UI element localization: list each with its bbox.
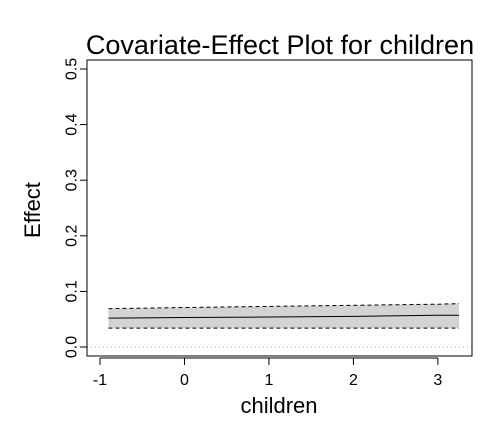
x-tick-label: 0 xyxy=(180,372,189,389)
x-tick-label: 1 xyxy=(264,372,273,389)
x-tick-label: 2 xyxy=(349,372,358,389)
y-tick-label: 0.2 xyxy=(64,225,81,247)
upper-bound-line xyxy=(108,303,460,310)
y-tick-label: 0.3 xyxy=(64,169,81,191)
y-tick-label: 0.1 xyxy=(64,280,81,302)
x-tick-label: -1 xyxy=(93,372,107,389)
x-axis-label: children xyxy=(240,393,317,418)
x-tick-label: 3 xyxy=(433,372,442,389)
axes: -1 0 1 2 3 0.0 0.1 0.2 0.3 0.4 0.5 xyxy=(64,58,443,389)
y-tick-label: 0.0 xyxy=(64,336,81,358)
estimate-line xyxy=(108,314,459,319)
confidence-band xyxy=(108,303,459,329)
chart-title: Covariate-Effect Plot for children xyxy=(86,30,474,60)
y-tick-label: 0.5 xyxy=(64,58,81,80)
y-tick-label: 0.4 xyxy=(64,113,81,135)
y-axis-label: Effect xyxy=(20,182,45,238)
plot-area xyxy=(87,303,472,348)
